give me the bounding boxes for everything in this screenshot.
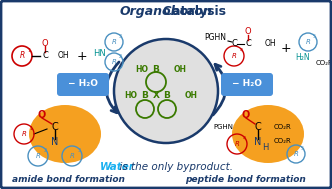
Text: 5: 5 [300,146,303,150]
Text: N: N [51,137,59,147]
Text: O: O [242,110,250,120]
Text: 2: 2 [43,147,46,153]
Text: CO₂R: CO₂R [274,124,292,130]
Text: R: R [70,153,74,159]
FancyBboxPatch shape [221,73,273,96]
Text: B: B [153,64,159,74]
FancyBboxPatch shape [57,73,109,96]
Text: 1: 1 [27,47,31,53]
Text: +: + [281,43,291,56]
Text: OH: OH [174,64,187,74]
Text: O: O [245,28,251,36]
Text: Catalysis: Catalysis [106,5,226,18]
Text: B: B [164,91,170,101]
Text: PGHN: PGHN [204,33,226,42]
Text: C: C [245,40,251,49]
Text: C: C [255,122,261,132]
Text: X: X [152,91,159,101]
Text: − H₂O: − H₂O [68,80,98,88]
Text: C: C [231,40,237,49]
Text: H: H [262,143,268,153]
Text: Organoboron: Organoboron [120,5,212,18]
Text: R: R [112,59,117,65]
Text: CO₂R: CO₂R [316,60,332,66]
Text: 3: 3 [119,33,122,39]
Text: R: R [293,151,298,157]
Text: 3: 3 [77,147,81,153]
Text: C: C [42,51,48,60]
Text: H₂N: H₂N [295,53,310,61]
Text: R: R [19,51,25,60]
Text: 4: 4 [242,136,246,140]
Text: − H₂O: − H₂O [232,80,262,88]
Text: OH: OH [58,51,70,60]
Text: CO₂R: CO₂R [274,138,292,144]
Text: R: R [36,153,41,159]
Text: amide bond formation: amide bond formation [12,174,124,184]
Circle shape [114,39,218,143]
Text: R: R [231,53,236,59]
Text: R: R [235,141,239,147]
Text: O: O [42,39,48,47]
Text: 2: 2 [119,53,122,59]
Text: R: R [112,39,117,45]
Text: R: R [22,131,27,137]
Ellipse shape [29,105,101,163]
Text: +: + [77,50,87,63]
Text: N: N [254,137,262,147]
Text: is the only byproduct.: is the only byproduct. [100,162,233,172]
Ellipse shape [232,105,304,163]
Text: O: O [38,110,46,120]
Text: 5: 5 [312,33,315,39]
Text: R: R [305,39,310,45]
Text: 1: 1 [30,125,33,130]
Text: OH: OH [185,91,198,101]
Text: 4: 4 [239,47,243,53]
Text: OH: OH [265,40,277,49]
Text: B: B [141,91,148,101]
Text: HO: HO [135,64,148,74]
Text: PGHN: PGHN [213,124,233,130]
Text: HO: HO [124,91,137,101]
Text: Water: Water [100,162,135,172]
Text: HN: HN [94,49,106,57]
Text: C: C [51,122,58,132]
Text: peptide bond formation: peptide bond formation [185,174,305,184]
